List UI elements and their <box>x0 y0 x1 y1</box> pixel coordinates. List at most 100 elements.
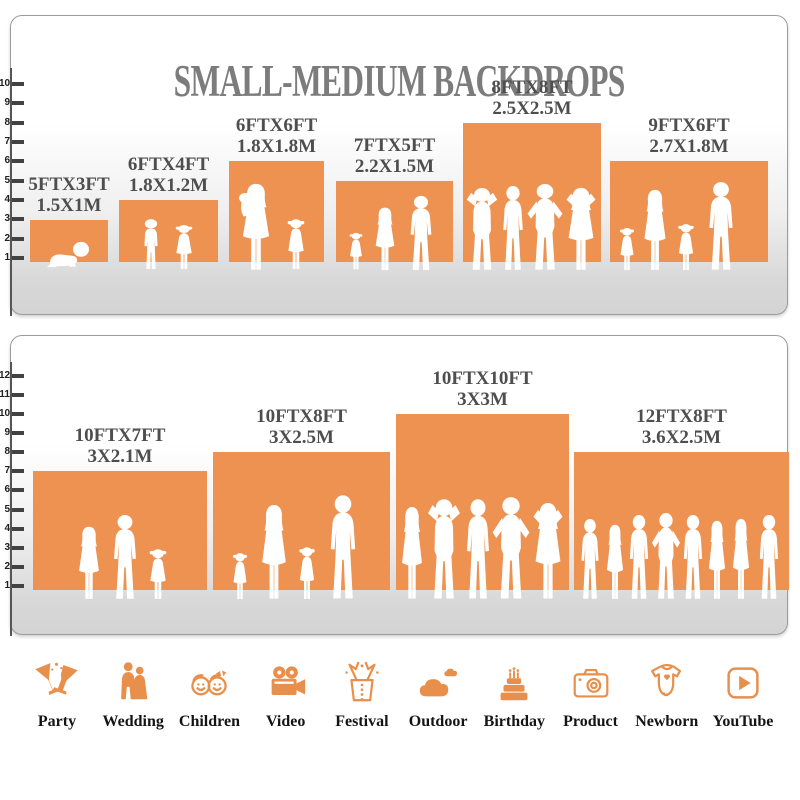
ruler-tick-mark <box>12 565 24 569</box>
category-label: Birthday <box>483 713 545 730</box>
ruler-tick-mark <box>12 584 24 588</box>
bar-label: 6FTX6FT 1.8X1.8M <box>235 115 318 158</box>
ruler-tick-label: 7 <box>4 465 10 476</box>
bar-label: 10FTX8FT 3X2.5M <box>256 406 347 449</box>
category-birthday: Birthday <box>479 660 549 731</box>
bar-label: 6FTX4FT 1.8X1.2M <box>127 154 210 197</box>
ruler-axis-line <box>10 362 12 636</box>
man-arms-up-silhouette <box>463 187 501 271</box>
ruler-tick-label: 3 <box>4 542 10 553</box>
bar-label: 12FTX8FT 3.6X2.5M <box>636 406 727 449</box>
girl-silhouette <box>616 227 638 271</box>
bar-label: 7FTX5FT 2.2X1.5M <box>353 135 436 178</box>
child-silhouette <box>346 232 366 270</box>
outdoor-cloud-icon <box>419 668 458 697</box>
ruler-tick-mark <box>12 256 24 260</box>
ruler-tick-label: 10 <box>0 78 11 89</box>
woman-arms-up-silhouette <box>528 502 568 600</box>
woman-silhouette <box>73 526 105 600</box>
ruler-tick-label: 12 <box>0 370 11 381</box>
category-label: Product <box>563 713 618 730</box>
children-faces-icon <box>191 670 228 696</box>
youtube-play-icon <box>727 667 759 699</box>
man-silhouette <box>576 518 604 600</box>
child-silhouette <box>229 552 251 600</box>
ruler-tick-mark <box>12 217 24 221</box>
category-youtube: YouTube <box>708 660 778 731</box>
category-newborn: Newborn <box>632 660 702 731</box>
category-row: Party Wedding <box>22 660 778 731</box>
ruler-tick-mark <box>12 82 24 86</box>
party-glasses-icon <box>35 662 78 696</box>
panel-small-medium: SMALL-MEDIUM BACKDROPS 10 9 8 7 6 5 4 3 … <box>0 15 788 316</box>
ruler-tick-mark <box>12 393 24 397</box>
ruler-tick-label: 1 <box>4 580 10 591</box>
ruler-tick-label: 6 <box>4 484 10 495</box>
woman-silhouette <box>704 520 730 600</box>
category-label: Party <box>37 713 77 730</box>
ruler-tick-mark <box>12 488 24 492</box>
ruler-tick-mark <box>12 431 24 435</box>
ruler-tick-mark <box>12 412 24 416</box>
category-label: YouTube <box>712 713 774 730</box>
ruler-tick-mark <box>12 198 24 202</box>
ruler-tick-label: 3 <box>4 213 10 224</box>
category-label: Outdoor <box>408 713 468 730</box>
ruler-tick-mark <box>12 179 24 183</box>
ruler-tick-mark <box>12 121 24 125</box>
woman-silhouette <box>370 207 400 271</box>
ruler-tick-label: 8 <box>4 117 10 128</box>
video-camera-icon <box>271 666 305 695</box>
man-arms-up-silhouette <box>424 498 464 600</box>
ruler-tick-label: 9 <box>4 427 10 438</box>
backdrop-bar-6x6 <box>229 161 324 262</box>
panel-medium-large: 12 11 10 9 8 7 6 5 4 3 2 1 10FTX7FT 3X2.1… <box>0 335 789 636</box>
ruler-tick-mark <box>12 374 24 378</box>
ruler-axis-line <box>10 68 12 316</box>
backdrop-bar-12x8 <box>574 452 789 590</box>
girl-silhouette <box>171 224 197 270</box>
man-silhouette <box>754 514 784 600</box>
ruler-tick-mark <box>12 101 24 105</box>
product-camera-icon <box>573 668 608 698</box>
girl-silhouette <box>145 548 171 600</box>
backdrop-bar-8x8 <box>463 123 601 262</box>
man-silhouette <box>404 195 438 271</box>
backdrop-bar-7x5 <box>336 181 453 262</box>
man-silhouette <box>323 494 363 600</box>
ruler-tick-mark <box>12 469 24 473</box>
girl-silhouette <box>674 223 698 271</box>
category-festival: Festival <box>327 660 397 731</box>
ruler-tick-label: 10 <box>0 408 11 419</box>
ruler-tick-mark <box>12 237 24 241</box>
ruler-tick-mark <box>12 140 24 144</box>
ruler-tick-mark <box>12 546 24 550</box>
ruler-tick-mark <box>12 508 24 512</box>
ruler-tick-label: 4 <box>4 194 10 205</box>
bar-label: 10FTX10FT 3X3M <box>432 368 533 411</box>
backdrop-bar-5x3 <box>30 220 108 262</box>
category-label: Festival <box>335 713 389 730</box>
ruler-tick-label: 5 <box>4 504 10 515</box>
category-video: Video <box>251 660 321 731</box>
woman-arms-up-silhouette <box>561 187 601 271</box>
woman-silhouette <box>638 189 672 271</box>
category-party: Party <box>22 660 92 731</box>
woman-silhouette <box>728 518 754 600</box>
ruler-tick-label: 11 <box>0 389 10 400</box>
backdrop-bar-10x10 <box>396 414 569 590</box>
bar-label: 9FTX6FT 2.7X1.8M <box>648 115 730 158</box>
backdrop-bar-10x8 <box>213 452 390 590</box>
bar-label: 10FTX7FT 3X2.1M <box>74 425 166 468</box>
category-children: Children <box>174 660 244 731</box>
bar-label: 8FTX8FT 2.5X2.5M <box>491 77 573 120</box>
backdrop-bar-10x7 <box>33 471 207 590</box>
mother-holding-baby-silhouette <box>235 183 277 271</box>
category-label: Newborn <box>635 713 699 730</box>
girl-silhouette <box>283 218 309 270</box>
man-silhouette <box>107 514 143 600</box>
ruler-tick-label: 8 <box>4 446 10 457</box>
ruler-tick-label: 4 <box>4 523 10 534</box>
ruler-tick-label: 7 <box>4 136 10 147</box>
ruler-tick-mark <box>12 527 24 531</box>
